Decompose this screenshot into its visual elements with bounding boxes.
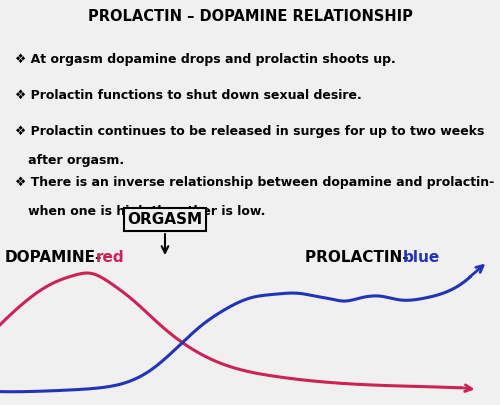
Text: when one is high the other is low.: when one is high the other is low. [15, 205, 266, 218]
Text: ❖ Prolactin functions to shut down sexual desire.: ❖ Prolactin functions to shut down sexua… [15, 89, 362, 102]
Text: after orgasm.: after orgasm. [15, 153, 124, 167]
Text: ❖ There is an inverse relationship between dopamine and prolactin-: ❖ There is an inverse relationship betwe… [15, 176, 494, 189]
Text: ORGASM: ORGASM [128, 212, 202, 227]
Text: ❖ Prolactin continues to be released in surges for up to two weeks: ❖ Prolactin continues to be released in … [15, 125, 484, 138]
Text: PROLACTIN-: PROLACTIN- [305, 250, 414, 265]
Text: DOPAMINE-: DOPAMINE- [5, 250, 102, 265]
Text: red: red [96, 250, 124, 265]
Text: blue: blue [402, 250, 440, 265]
Text: ❖ At orgasm dopamine drops and prolactin shoots up.: ❖ At orgasm dopamine drops and prolactin… [15, 53, 396, 66]
Text: PROLACTIN – DOPAMINE RELATIONSHIP: PROLACTIN – DOPAMINE RELATIONSHIP [88, 9, 412, 24]
